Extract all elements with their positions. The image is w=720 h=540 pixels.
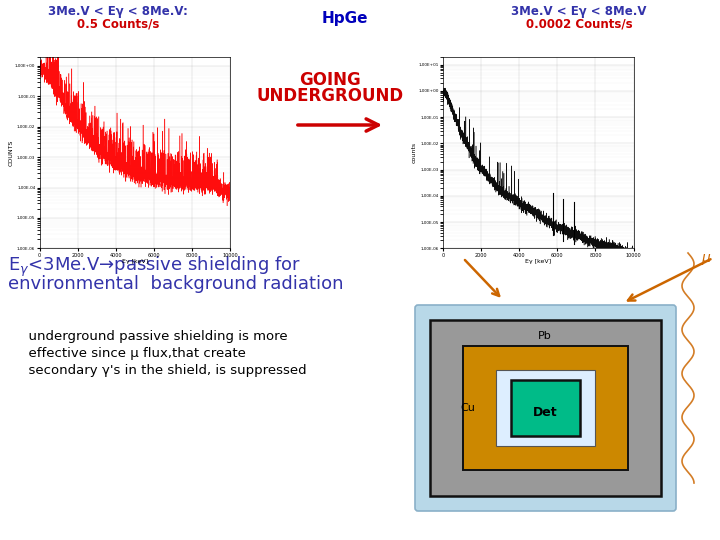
- Text: 0.5 Counts/s: 0.5 Counts/s: [77, 17, 159, 30]
- Text: secondary γ's in the shield, is suppressed: secondary γ's in the shield, is suppress…: [20, 364, 307, 377]
- Text: Pb: Pb: [538, 331, 552, 341]
- Text: 3Me.V < Eγ < 8Me.V:: 3Me.V < Eγ < 8Me.V:: [48, 5, 188, 18]
- Text: HpGe: HpGe: [322, 10, 368, 25]
- Y-axis label: COUNTS: COUNTS: [9, 139, 14, 166]
- Text: Det: Det: [533, 407, 557, 420]
- Text: Cu: Cu: [461, 403, 475, 413]
- Text: environmental  background radiation: environmental background radiation: [8, 275, 343, 293]
- Text: GOING: GOING: [299, 71, 361, 89]
- FancyArrowPatch shape: [298, 119, 378, 131]
- Text: underground passive shielding is more: underground passive shielding is more: [20, 330, 287, 343]
- Text: effective since μ flux,that create: effective since μ flux,that create: [20, 347, 246, 360]
- Y-axis label: counts: counts: [412, 142, 417, 163]
- X-axis label: Eγ [keV]: Eγ [keV]: [122, 259, 148, 264]
- X-axis label: Eγ [keV]: Eγ [keV]: [525, 259, 552, 264]
- Bar: [430, 320, 661, 496]
- FancyBboxPatch shape: [415, 305, 676, 511]
- Text: E$_{\gamma}$<3Me.V→passive shielding for: E$_{\gamma}$<3Me.V→passive shielding for: [8, 255, 301, 279]
- Text: UNDERGROUND: UNDERGROUND: [256, 87, 404, 105]
- Text: 3Me.V < Eγ < 8Me.V: 3Me.V < Eγ < 8Me.V: [511, 5, 647, 18]
- Bar: [496, 370, 595, 446]
- Bar: [463, 346, 628, 470]
- Text: 0.0002 Counts/s: 0.0002 Counts/s: [526, 17, 632, 30]
- Bar: [511, 380, 580, 436]
- Text: μ: μ: [701, 251, 711, 265]
